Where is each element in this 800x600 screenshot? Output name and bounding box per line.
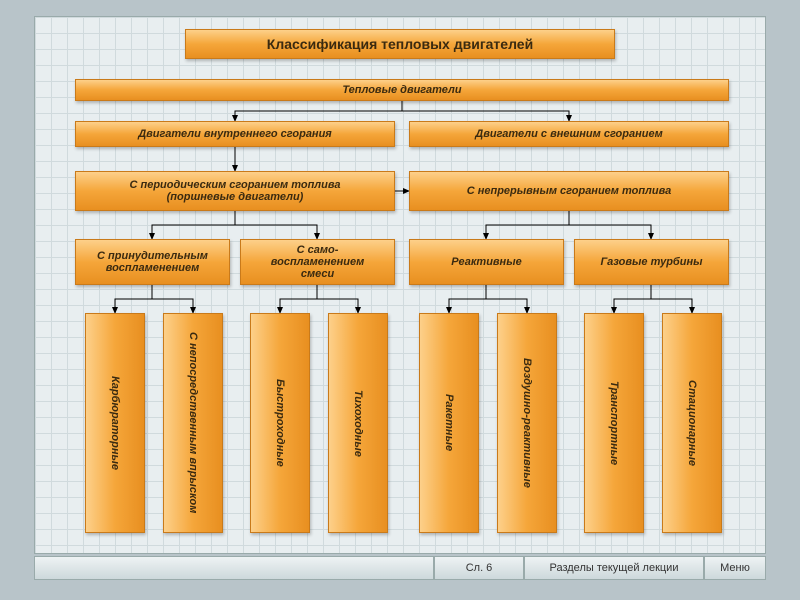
leaf-label: Воздушно-реактивные [521,358,533,488]
edge-periodic-forced [152,211,235,239]
title-box: Классификация тепловых двигателей [185,29,615,59]
leaf-slow: Тихоходные [328,313,388,533]
edge-self-slow [317,285,358,313]
level4-node-forced: С принудительнымвоспламенением [75,239,230,285]
leaf-label: Тихоходные [352,390,364,457]
level2-node-label: Двигатели внутреннего сгорания [138,128,332,140]
root-node: Тепловые двигатели [75,79,729,101]
edge-turb-stat [651,285,692,313]
sections-button[interactable]: Разделы текущей лекции [524,556,704,580]
leaf-label: Стационарные [686,380,698,466]
edge-turb-trans [614,285,651,313]
menu-button[interactable]: Меню [704,556,766,580]
edge-periodic-self [235,211,317,239]
leaf-stat: Стационарные [662,313,722,533]
level4-node-label: Реактивные [451,256,521,268]
level2-node-label: Двигатели с внешним сгоранием [475,128,662,140]
edge-root-ext [402,101,569,121]
edge-forced-carb [115,285,152,313]
slide-number-label: Сл. 6 [466,562,493,574]
edge-continuous-react [486,211,569,239]
edge-continuous-turb [569,211,651,239]
leaf-label: Быстроходные [274,379,286,467]
leaf-label: Карбюраторные [109,376,121,470]
diagram-canvas: Классификация тепловых двигателей Теплов… [34,16,766,554]
menu-label: Меню [720,562,750,574]
edge-self-fast [280,285,317,313]
level4-node-label: С принудительнымвоспламенением [97,250,208,274]
leaf-label: Ракетные [443,394,455,451]
leaf-fast: Быстроходные [250,313,310,533]
leaf-rocket: Ракетные [419,313,479,533]
level2-node-ext: Двигатели с внешним сгоранием [409,121,729,147]
level2-node-int: Двигатели внутреннего сгорания [75,121,395,147]
leaf-inject: С непосредственным впрыском [163,313,223,533]
level3-node-continuous: С непрерывным сгоранием топлива [409,171,729,211]
level3-node-label: С непрерывным сгоранием топлива [467,185,672,197]
leaf-label: Транспортные [608,381,620,465]
leaf-air: Воздушно-реактивные [497,313,557,533]
leaf-trans: Транспортные [584,313,644,533]
level4-node-react: Реактивные [409,239,564,285]
sections-label: Разделы текущей лекции [550,562,679,574]
root-label: Тепловые двигатели [342,84,461,96]
level4-node-label: Газовые турбины [600,256,702,268]
level3-node-label: С периодическим сгоранием топлива(поршне… [130,179,341,203]
leaf-carb: Карбюраторные [85,313,145,533]
level4-node-self: С само-воспламенениемсмеси [240,239,395,285]
edge-root-int [235,101,402,121]
edge-forced-inject [152,285,193,313]
level3-node-periodic: С периодическим сгоранием топлива(поршне… [75,171,395,211]
footer-bar: Сл. 6 Разделы текущей лекции Меню [34,556,766,580]
level4-node-label: С само-воспламенениемсмеси [271,244,365,280]
footer-spacer [34,556,434,580]
title-label: Классификация тепловых двигателей [267,36,533,52]
slide-number-button[interactable]: Сл. 6 [434,556,524,580]
leaf-label: С непосредственным впрыском [187,332,199,513]
edge-react-air [486,285,527,313]
edge-react-rocket [449,285,486,313]
level4-node-turb: Газовые турбины [574,239,729,285]
